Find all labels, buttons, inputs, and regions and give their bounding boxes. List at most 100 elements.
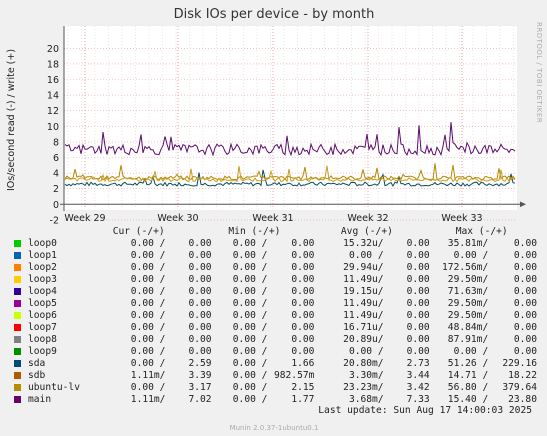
legend-min-r: 0.00 / [232, 298, 268, 309]
legend-swatch [14, 264, 21, 271]
legend-cur-w: 3.17 [188, 382, 212, 393]
legend-swatch [14, 324, 21, 331]
legend-header-max: Max (-/+) [455, 226, 508, 237]
legend-cur-w: 0.00 [188, 322, 212, 333]
legend-header-avg: Avg (-/+) [340, 226, 393, 237]
legend-max-r: 172.56m/ [442, 262, 489, 273]
y-tick-labels: -2 0 2 4 6 8 10 12 14 16 18 20 [47, 44, 59, 227]
legend-avg-r: 3.68m/ [348, 394, 384, 405]
legend-min-r: 0.00 / [232, 286, 268, 297]
legend-max-w: 0.00 [513, 322, 537, 333]
legend-max-r: 29.50m/ [447, 310, 489, 321]
legend-row-loop4: loop4 0.00 / 0.00 0.00 / 0.00 19.15u/0.00 71.6… [12, 286, 537, 298]
legend-avg-w: 0.00 [406, 262, 430, 273]
legend-max-w: 229.16 [502, 358, 537, 369]
legend-avg-r: 3.30m/ [348, 370, 384, 381]
legend-avg-r: 23.23m/ [343, 382, 384, 393]
legend-row-loop3: loop3 0.00 / 0.00 0.00 / 0.00 11.49u/0.00 29.5… [12, 274, 537, 286]
legend-max-r: 35.81m/ [447, 238, 489, 249]
legend-min-r: 0.00 / [232, 322, 268, 333]
legend-avg-r: 15.32u/ [343, 238, 384, 249]
legend-avg-r: 0.00 / [348, 346, 384, 357]
legend-avg-w: 2.73 [406, 358, 430, 369]
legend-name: loop7 [28, 322, 57, 333]
y-axis-label: IOs/second read (-) / write (+) [6, 49, 17, 191]
legend-min-w: 0.00 [291, 262, 315, 273]
legend-name: loop3 [28, 274, 57, 285]
legend-max-w: 0.00 [513, 346, 537, 357]
legend-cur-r: 1.11m/ [130, 394, 166, 405]
legend-max-r: 29.50m/ [447, 274, 489, 285]
legend-cur-r: 0.00 / [130, 274, 166, 285]
x-tick-label: Week 32 [347, 213, 388, 224]
legend-name: sda [28, 358, 46, 369]
legend-avg-w: 0.00 [406, 346, 430, 357]
legend-name: loop2 [28, 262, 57, 273]
legend-name: loop9 [28, 346, 57, 357]
grid [64, 26, 517, 221]
y-tick-label: 6 [53, 153, 59, 164]
munin-footer: Munin 2.0.37-1ubuntu0.1 [230, 424, 319, 432]
legend-avg-r: 29.94u/ [343, 262, 384, 273]
last-update: Last update: Sun Aug 17 14:00:03 2025 [318, 405, 532, 416]
legend-row-loop9: loop9 0.00 / 0.00 0.00 / 0.00 0.00 / 0.00 0.00 … [12, 346, 537, 358]
legend-name: sdb [28, 370, 46, 381]
legend-avg-r: 0.00 / [348, 250, 384, 261]
legend-cur-w: 0.00 [188, 310, 212, 321]
legend-max-r: 71.63m/ [447, 286, 489, 297]
y-tick-label: 0 [53, 200, 59, 211]
legend-min-r: 0.00 / [232, 358, 268, 369]
legend-min-w: 0.00 [291, 286, 315, 297]
legend-header: Cur (-/+) Min (-/+) Avg (-/+) Max (-/+) [12, 226, 537, 238]
legend-min-w: 2.15 [291, 382, 315, 393]
legend-row-sda: sda 0.00 / 2.59 0.00 / 1.66 20.80m/2.73 51.26 … [12, 358, 537, 370]
legend-max-r: 14.71 / [447, 370, 489, 381]
legend-cur-w: 7.02 [188, 394, 212, 405]
legend-min-w: 1.77 [291, 394, 315, 405]
x-tick-label: Week 33 [441, 213, 482, 224]
legend-avg-w: 0.00 [406, 238, 430, 249]
legend-cur-r: 0.00 / [130, 334, 166, 345]
legend-swatch [14, 348, 21, 355]
legend-max-r: 56.80 / [447, 382, 489, 393]
legend-cur-r: 0.00 / [130, 346, 166, 357]
legend-row-loop0: loop0 0.00 / 0.00 0.00 / 0.00 15.32u/0.00 35.8… [12, 238, 537, 250]
legend-max-w: 0.00 [513, 262, 537, 273]
legend-cur-r: 0.00 / [130, 286, 166, 297]
legend-min-w: 0.00 [291, 274, 315, 285]
legend-max-r: 29.50m/ [447, 298, 489, 309]
legend-name: loop4 [28, 286, 57, 297]
legend-max-w: 0.00 [513, 250, 537, 261]
legend-swatch [14, 372, 21, 379]
legend-cur-r: 1.11m/ [130, 370, 166, 381]
legend-max-w: 18.22 [508, 370, 537, 381]
series-line-sda [64, 169, 516, 188]
legend-min-w: 1.66 [291, 358, 315, 369]
legend-swatch [14, 288, 21, 295]
legend-swatch [14, 252, 21, 259]
legend-avg-r: 20.89u/ [343, 334, 384, 345]
legend-avg-w: 0.00 [406, 274, 430, 285]
legend-header-cur: Cur (-/+) [112, 226, 165, 237]
y-tick-label: 18 [47, 59, 59, 70]
rrdtool-side-label: RRDTOOL / TOBI OETIKER [535, 22, 543, 123]
legend-min-r: 0.00 / [232, 262, 268, 273]
x-axis-arrow [520, 201, 526, 208]
legend-swatch [14, 300, 21, 307]
legend-avg-w: 0.00 [406, 310, 430, 321]
x-tick-label: Week 31 [252, 213, 293, 224]
y-tick-label: 12 [47, 106, 59, 117]
legend-cur-r: 0.00 / [130, 250, 166, 261]
legend-avg-w: 0.00 [406, 286, 430, 297]
legend-cur-w: 0.00 [188, 298, 212, 309]
legend-cur-w: 0.00 [188, 274, 212, 285]
legend-cur-r: 0.00 / [130, 382, 166, 393]
legend-swatch [14, 396, 21, 403]
legend-max-r: 15.40 / [447, 394, 489, 405]
y-tick-label: 4 [53, 169, 59, 180]
legend-avg-r: 16.71u/ [343, 322, 384, 333]
x-tick-label: Week 29 [64, 213, 105, 224]
series-line-main [64, 122, 516, 157]
legend-max-w: 0.00 [513, 334, 537, 345]
legend-min-w: 0.00 [291, 334, 315, 345]
